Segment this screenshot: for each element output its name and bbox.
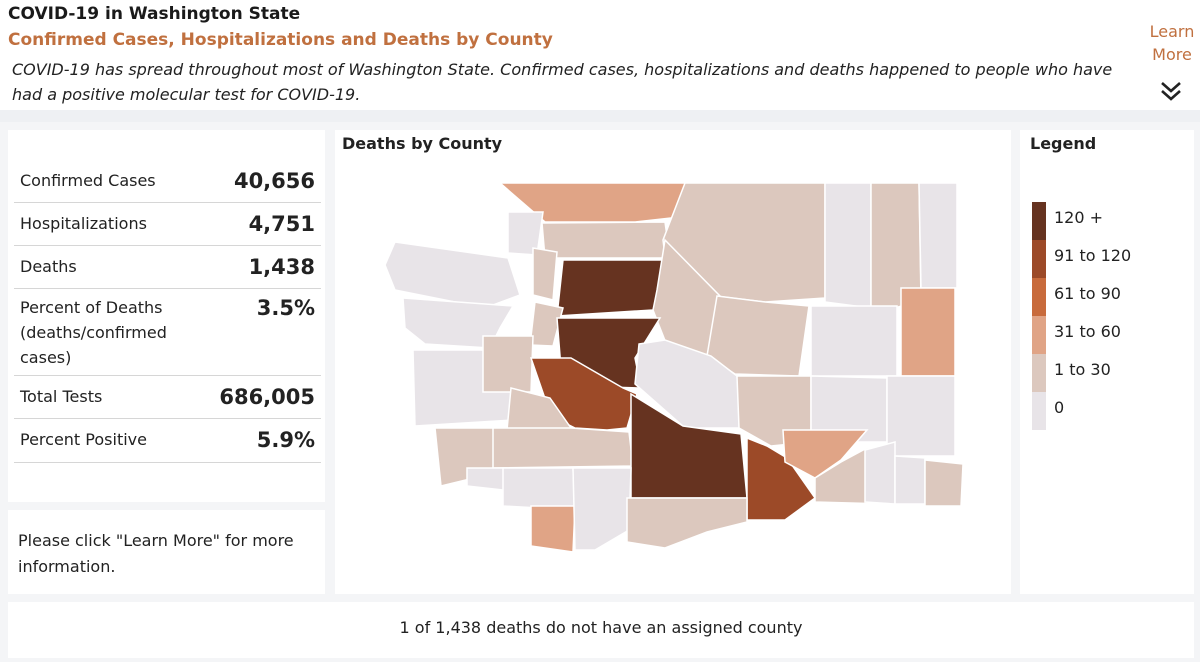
legend-swatch	[1032, 316, 1046, 354]
legend-item-0: 0	[1032, 392, 1182, 430]
legend-label: 120 +	[1054, 208, 1104, 227]
stat-row-hospitalizations: Hospitalizations 4,751	[14, 203, 321, 246]
learn-more-line2[interactable]: More	[1152, 45, 1192, 64]
learn-more-line1[interactable]: Learn	[1149, 22, 1195, 41]
legend-item-120-plus: 120 +	[1032, 202, 1182, 240]
stat-row-total-tests: Total Tests 686,005	[14, 376, 321, 419]
stat-label: Hospitalizations	[20, 214, 147, 233]
page-subtitle: Confirmed Cases, Hospitalizations and De…	[8, 30, 553, 50]
footer-note: 1 of 1,438 deaths do not have an assigne…	[8, 602, 1194, 658]
county-columbia[interactable]	[864, 441, 896, 505]
stat-label: Confirmed Cases	[20, 171, 156, 190]
legend-item-1-30: 1 to 30	[1032, 354, 1182, 392]
county-whitman[interactable]	[886, 375, 956, 457]
legend-label: 91 to 120	[1054, 246, 1132, 265]
stat-value: 40,656	[233, 169, 315, 193]
county-skamania[interactable]	[572, 467, 632, 551]
stat-label: Deaths	[20, 257, 77, 276]
legend-item-91-120: 91 to 120	[1032, 240, 1182, 278]
legend-label: 0	[1054, 398, 1065, 417]
legend-item-61-90: 61 to 90	[1032, 278, 1182, 316]
legend-label: 1 to 30	[1054, 360, 1111, 379]
stat-label: Percent Positive	[20, 430, 147, 449]
county-clark[interactable]	[530, 505, 576, 553]
county-wahkiakum[interactable]	[466, 467, 508, 491]
county-asotin[interactable]	[924, 459, 964, 507]
county-pend-oreille[interactable]	[918, 182, 958, 289]
legend-label: 31 to 60	[1054, 322, 1121, 341]
county-skagit[interactable]	[541, 221, 671, 259]
map-title: Deaths by County	[342, 134, 503, 153]
county-kitsap[interactable]	[529, 301, 564, 347]
stat-value: 3.5%	[256, 296, 315, 320]
legend-item-31-60: 31 to 60	[1032, 316, 1182, 354]
county-franklin[interactable]	[782, 429, 869, 479]
info-note: Please click "Learn More" for more infor…	[8, 510, 325, 594]
info-note-text: Please click "Learn More" for more infor…	[18, 531, 294, 576]
legend-label: 61 to 90	[1054, 284, 1121, 303]
stat-value: 5.9%	[256, 428, 315, 452]
stat-value: 686,005	[219, 385, 315, 409]
county-garfield[interactable]	[894, 455, 926, 505]
double-chevron-down-icon[interactable]	[1157, 78, 1185, 106]
county-lincoln[interactable]	[810, 305, 898, 377]
page-title: COVID-19 in Washington State	[8, 4, 301, 24]
county-island[interactable]	[532, 247, 558, 301]
stat-label: Percent of Deaths (deaths/confirmed case…	[20, 298, 167, 367]
county-cowlitz[interactable]	[502, 467, 576, 511]
washington-map[interactable]	[335, 130, 1011, 594]
stat-row-percent-positive: Percent Positive 5.9%	[14, 419, 321, 463]
county-lewis[interactable]	[492, 427, 634, 469]
county-ferry[interactable]	[824, 182, 872, 309]
page-description: COVID-19 has spread throughout most of W…	[12, 60, 1113, 104]
map-panel: Deaths by County	[335, 130, 1011, 594]
stat-row-deaths: Deaths 1,438	[14, 246, 321, 289]
learn-more-label[interactable]: Learn More	[1144, 20, 1200, 66]
legend-panel: Legend 120 + 91 to 120 61 to 90 31 to 60…	[1020, 130, 1194, 594]
stats-table: Confirmed Cases 40,656 Hospitalizations …	[8, 130, 325, 502]
legend-swatch	[1032, 278, 1046, 316]
header: COVID-19 in Washington State Confirmed C…	[0, 0, 1144, 110]
footer-note-text: 1 of 1,438 deaths do not have an assigne…	[399, 618, 803, 637]
county-spokane[interactable]	[900, 287, 956, 377]
stat-row-percent-deaths: Percent of Deaths (deaths/confirmed case…	[14, 289, 321, 376]
stat-label: Total Tests	[20, 387, 103, 406]
stat-value: 1,438	[248, 255, 315, 279]
legend-swatch	[1032, 202, 1046, 240]
stat-row-confirmed-cases: Confirmed Cases 40,656	[14, 160, 321, 203]
legend-swatch	[1032, 354, 1046, 392]
legend-swatch	[1032, 392, 1046, 430]
county-klickitat[interactable]	[626, 497, 748, 549]
stat-value: 4,751	[248, 212, 315, 236]
legend-swatch	[1032, 240, 1046, 278]
county-mason[interactable]	[482, 335, 534, 393]
legend-title: Legend	[1030, 134, 1097, 153]
